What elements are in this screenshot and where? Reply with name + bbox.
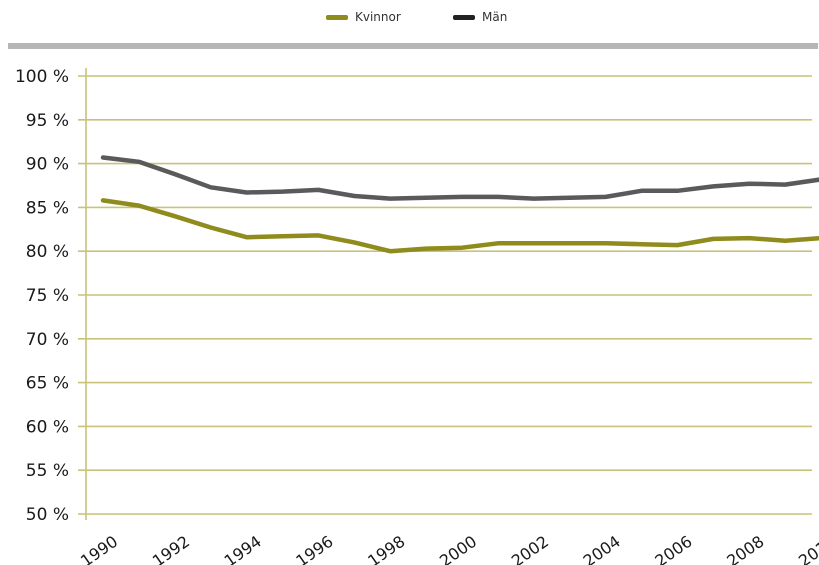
y-tick-label: 55 % <box>26 461 69 481</box>
y-tick-label: 70 % <box>26 330 69 350</box>
x-tick-label: 2010 <box>795 532 819 565</box>
legend-label-man: Män <box>482 10 508 24</box>
legend-item-man: Män <box>453 10 507 24</box>
x-tick-label: 2008 <box>723 532 767 565</box>
y-tick-label: 90 % <box>26 155 69 175</box>
y-tick-label: 85 % <box>26 198 69 218</box>
y-tick-label: 80 % <box>26 242 69 262</box>
legend-swatch-man <box>453 14 475 20</box>
y-tick-label: 95 % <box>26 111 69 131</box>
x-tick-label: 1998 <box>364 532 408 565</box>
top-divider <box>8 43 818 49</box>
x-tick-label: 1992 <box>149 532 193 565</box>
x-tick-label: 2002 <box>508 532 552 565</box>
series-line-kvinnor <box>100 198 819 254</box>
x-tick-label: 1996 <box>292 532 336 565</box>
y-tick-label: 65 % <box>26 374 69 394</box>
x-tick-label: 1994 <box>221 532 265 565</box>
series-line-man <box>100 155 819 201</box>
y-tick-label: 100 % <box>15 67 69 87</box>
x-tick-label: 2000 <box>436 532 480 565</box>
legend-label-kvinnor: Kvinnor <box>355 10 401 24</box>
y-tick-label: 60 % <box>26 417 69 437</box>
x-tick-label: 2006 <box>651 532 695 565</box>
legend: Kvinnor Män <box>0 0 819 36</box>
y-tick-label: 75 % <box>26 286 69 306</box>
x-tick-label: 2004 <box>580 532 624 565</box>
y-tick-label: 50 % <box>26 505 69 525</box>
x-tick-label: 1990 <box>77 532 121 565</box>
legend-item-kvinnor: Kvinnor <box>326 10 401 24</box>
legend-swatch-kvinnor <box>326 14 348 20</box>
